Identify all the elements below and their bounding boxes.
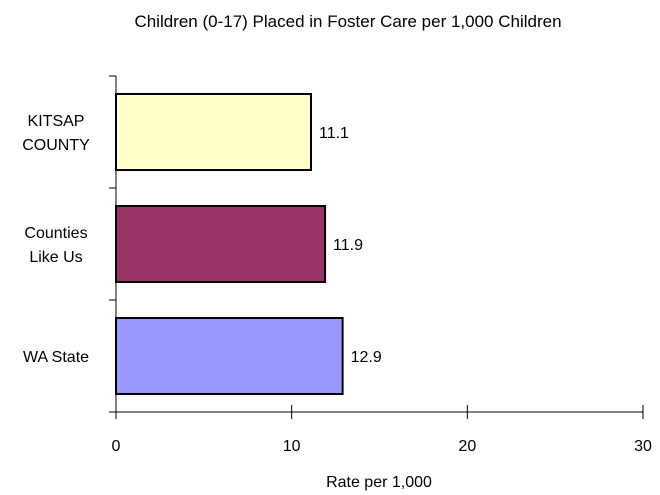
x-tick-label: 10 (283, 438, 301, 455)
x-tick-label: 20 (458, 438, 476, 455)
x-axis-title: Rate per 1,000 (326, 474, 432, 491)
category-label: Like Us (29, 249, 82, 266)
category-label: KITSAP (28, 113, 85, 130)
bar (115, 205, 327, 283)
category-label: Counties (24, 225, 87, 242)
data-label: 11.1 (319, 125, 349, 142)
data-label: 11.9 (333, 237, 363, 254)
category-label: WA State (23, 349, 89, 366)
category-label: COUNTY (22, 137, 90, 154)
plot-area: 11.1 KITSAP COUNTY 11.9 Counties Like Us 12.9 W… (22, 75, 652, 455)
bar (115, 317, 344, 395)
chart-title: Children (0-17) Placed in Foster Care pe… (134, 12, 561, 31)
data-label: 12.9 (351, 349, 382, 366)
bar (115, 93, 312, 171)
x-tick-label: 30 (634, 438, 652, 455)
x-tick-label: 0 (112, 438, 121, 455)
